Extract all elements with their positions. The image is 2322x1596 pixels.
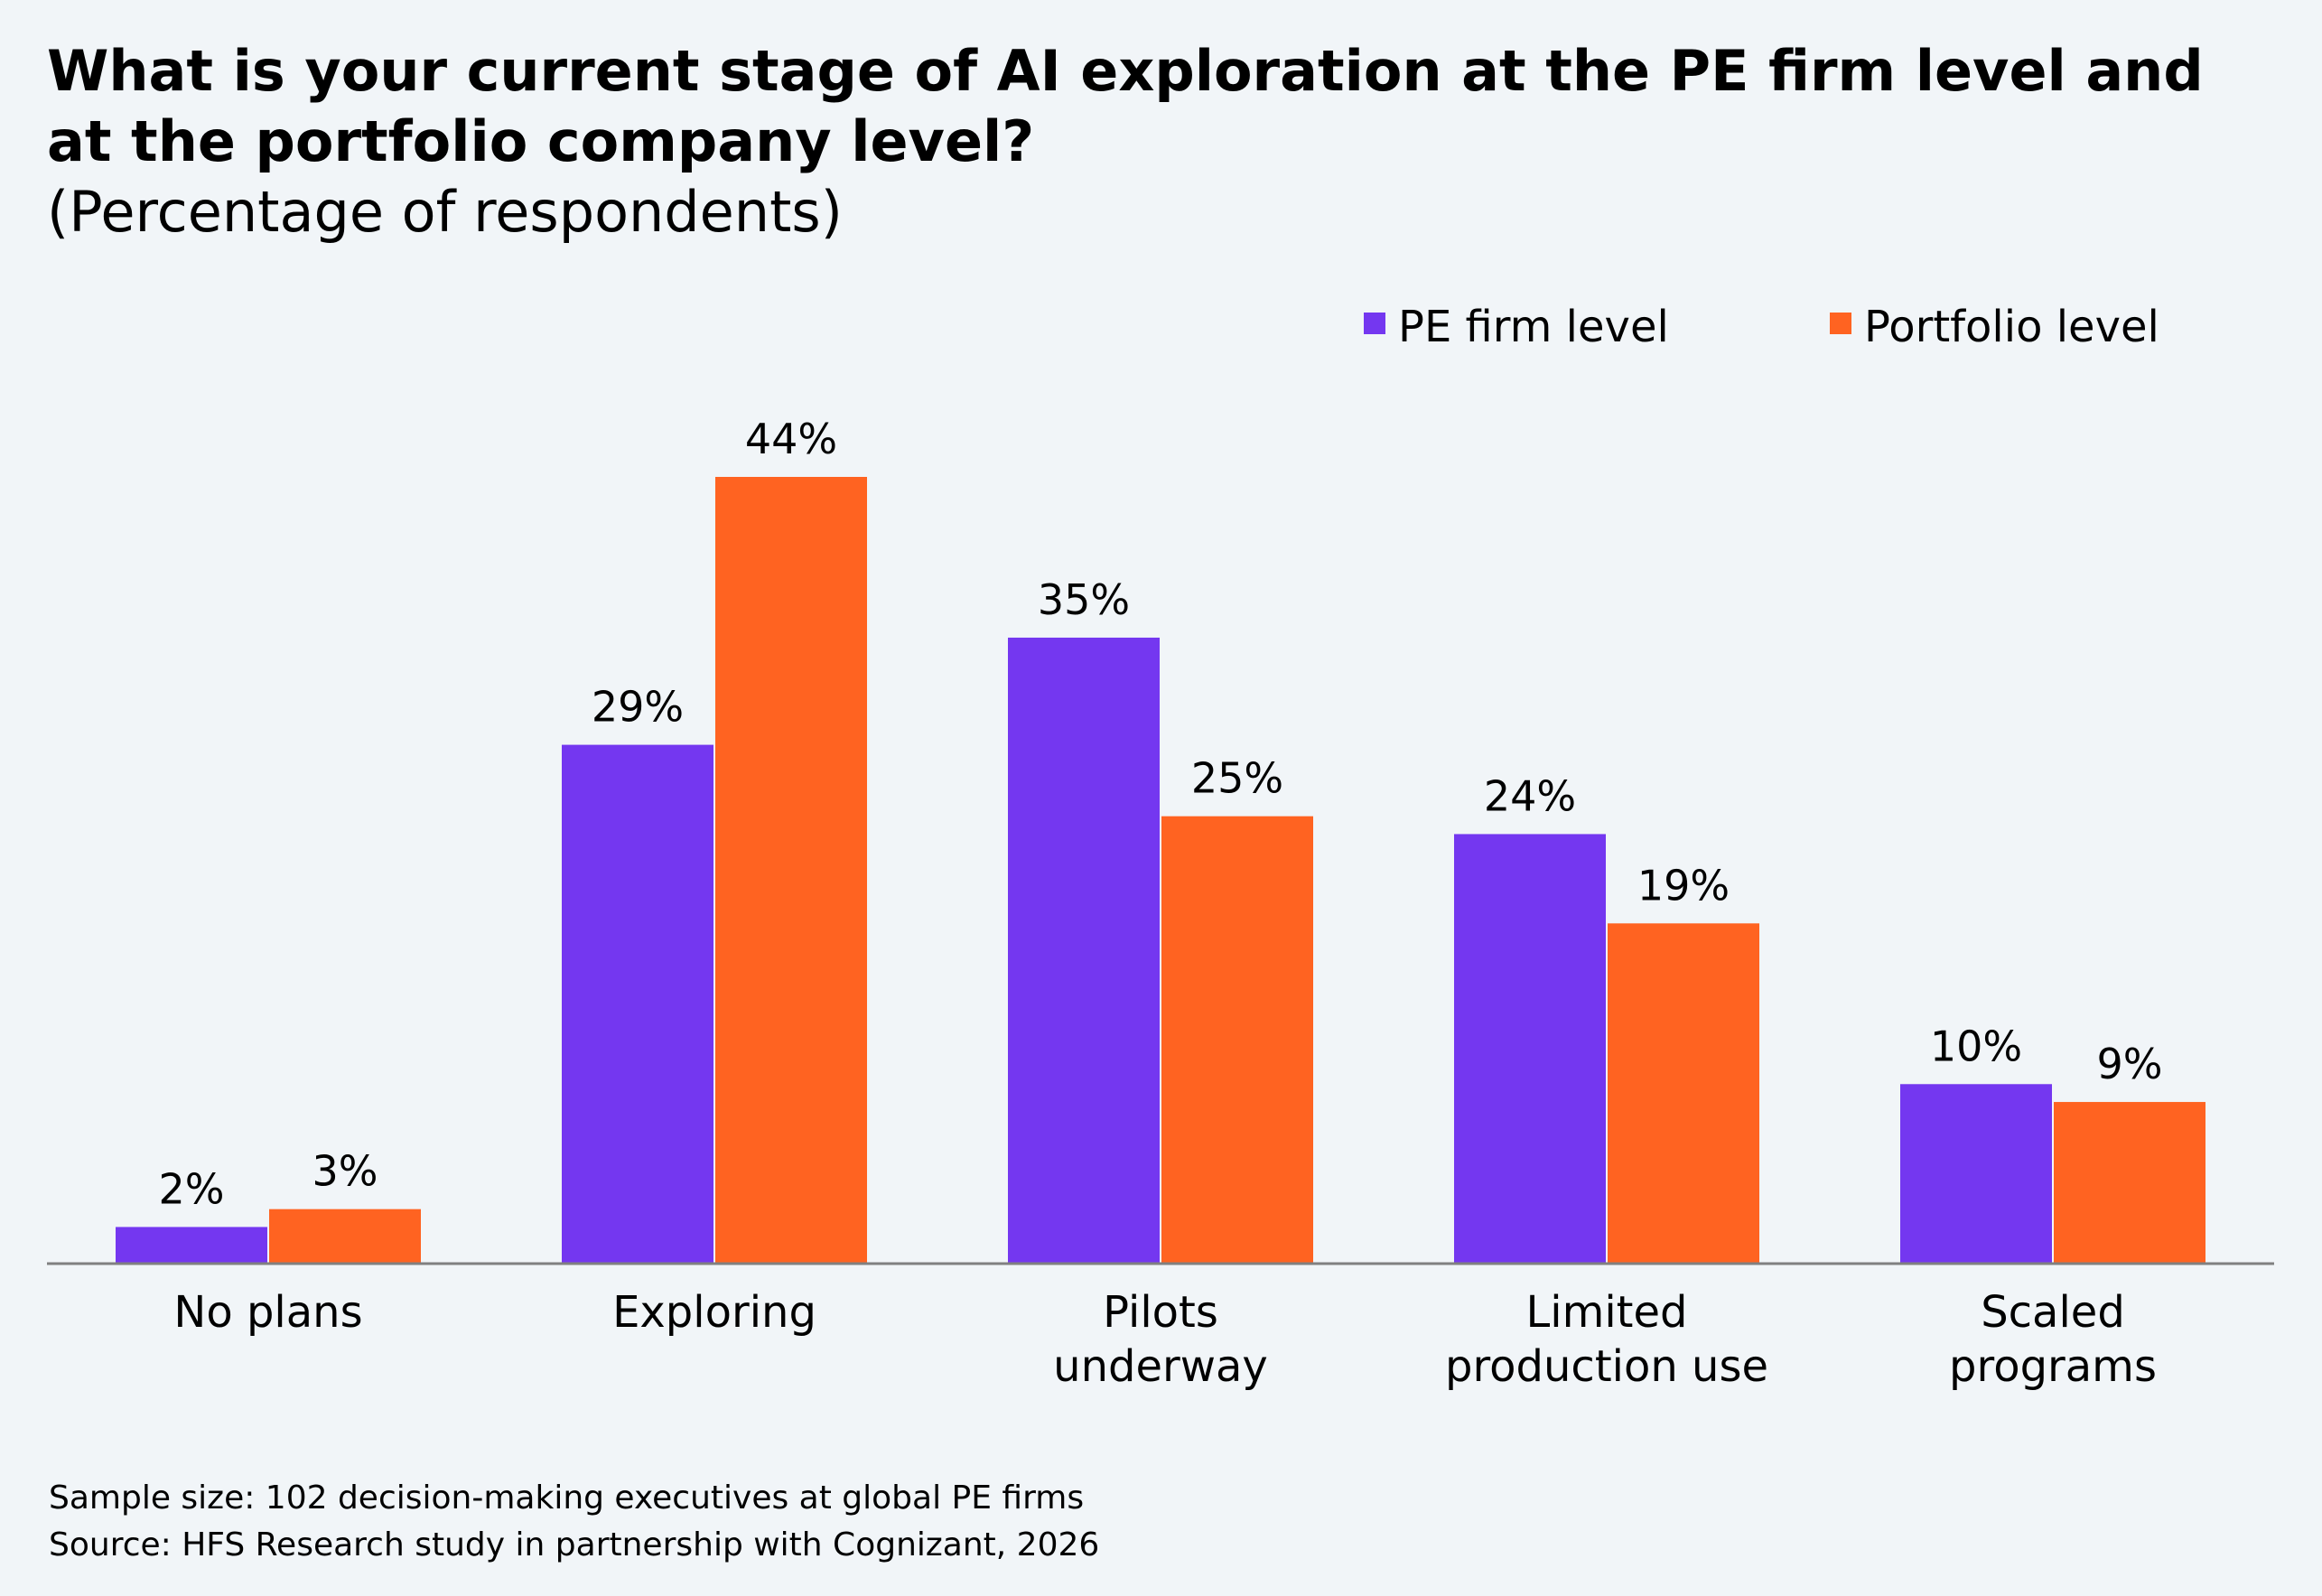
bar-portfolio-2 — [1161, 816, 1313, 1263]
data-label-pe-0: 2% — [159, 1164, 225, 1213]
category-label-0: No plans — [173, 1287, 362, 1338]
chart-title: What is your current stage of AI explora… — [47, 38, 2204, 174]
data-label-pe-4: 10% — [1930, 1022, 2022, 1070]
bar-portfolio-1 — [715, 477, 867, 1263]
bar-portfolio-3 — [1608, 923, 1759, 1263]
legend-label-pe: PE firm level — [1398, 302, 1669, 352]
data-label-portfolio-2: 25% — [1191, 754, 1283, 803]
legend-swatch-pe — [1364, 313, 1385, 334]
data-label-pe-1: 29% — [592, 683, 684, 732]
legend-swatch-portfolio — [1830, 313, 1851, 334]
bar-pe-3 — [1454, 834, 1606, 1263]
data-label-pe-2: 35% — [1038, 575, 1130, 624]
data-label-portfolio-1: 44% — [745, 415, 837, 463]
sample-size-note: Sample size: 102 decision-making executi… — [49, 1479, 1085, 1517]
category-label-2-line-1: underway — [1053, 1341, 1268, 1392]
data-label-portfolio-3: 19% — [1637, 861, 1730, 910]
bar-pe-4 — [1900, 1084, 2052, 1263]
bar-pe-1 — [562, 744, 713, 1263]
category-label-1: Exploring — [612, 1287, 816, 1338]
category-label-3-line-1: production use — [1445, 1341, 1768, 1392]
chart-subtitle: (Percentage of respondents) — [47, 179, 843, 245]
category-label-3-line-0: Limited — [1526, 1287, 1688, 1338]
data-label-portfolio-4: 9% — [2097, 1040, 2163, 1088]
data-label-pe-3: 24% — [1484, 771, 1576, 820]
bar-portfolio-0 — [269, 1209, 421, 1263]
source-note: Source: HFS Research study in partnershi… — [49, 1526, 1100, 1563]
data-label-portfolio-0: 3% — [312, 1147, 378, 1196]
bar-portfolio-4 — [2054, 1102, 2205, 1263]
footnotes: Sample size: 102 decision-making executi… — [49, 1475, 1099, 1569]
category-label-2-line-0: Pilots — [1103, 1287, 1218, 1338]
category-label-4-line-1: programs — [1949, 1341, 2157, 1392]
category-label-4-line-0: Scaled — [1981, 1287, 2125, 1338]
bar-pe-2 — [1008, 637, 1160, 1263]
legend-label-portfolio: Portfolio level — [1864, 302, 2159, 352]
bar-pe-0 — [116, 1227, 267, 1263]
